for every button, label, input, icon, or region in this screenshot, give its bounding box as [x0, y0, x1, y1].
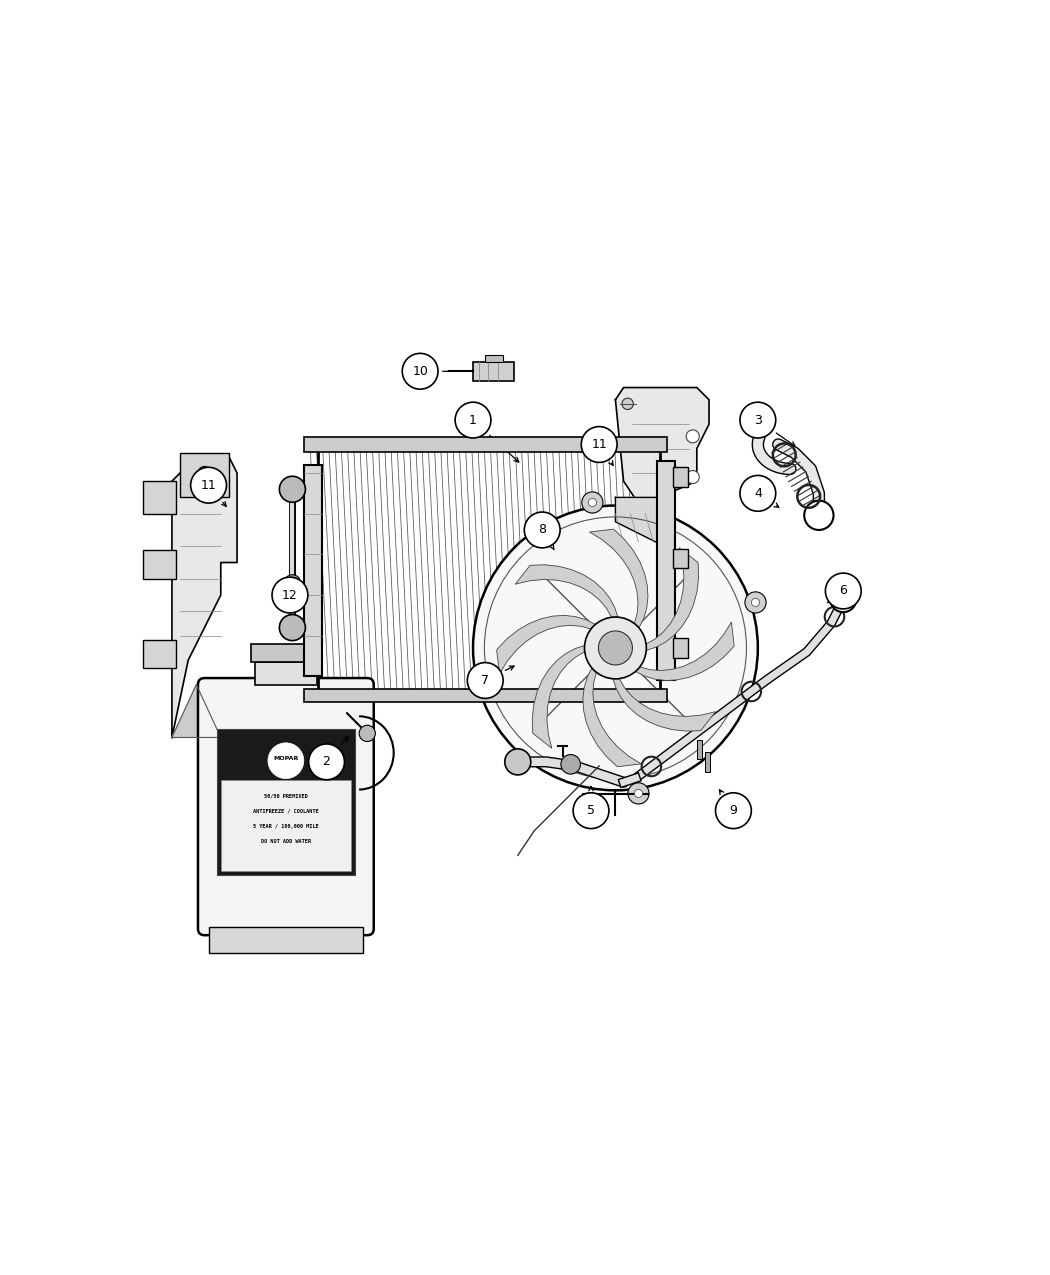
Bar — [144, 640, 176, 668]
Circle shape — [455, 402, 491, 439]
Text: MOPAR: MOPAR — [273, 756, 298, 761]
Text: 1: 1 — [469, 413, 477, 427]
Polygon shape — [589, 529, 648, 627]
Circle shape — [825, 572, 861, 609]
Polygon shape — [516, 565, 617, 617]
Bar — [485, 354, 503, 362]
Bar — [657, 460, 675, 681]
Polygon shape — [583, 668, 642, 766]
Circle shape — [752, 598, 759, 607]
Bar — [673, 548, 688, 569]
Text: 2: 2 — [322, 755, 331, 769]
Circle shape — [309, 745, 344, 780]
Text: 4: 4 — [754, 487, 761, 500]
Circle shape — [467, 663, 503, 699]
Circle shape — [272, 578, 308, 613]
Circle shape — [268, 743, 303, 779]
Polygon shape — [615, 388, 709, 506]
Circle shape — [582, 492, 603, 513]
Bar — [303, 437, 667, 451]
Text: 5: 5 — [587, 805, 595, 817]
Polygon shape — [646, 548, 698, 650]
Circle shape — [191, 468, 227, 504]
Bar — [255, 662, 317, 685]
Bar — [209, 927, 363, 954]
Circle shape — [687, 470, 699, 483]
Text: 7: 7 — [481, 674, 489, 687]
Circle shape — [740, 402, 776, 439]
Bar — [697, 740, 701, 760]
Circle shape — [359, 725, 376, 742]
Circle shape — [402, 353, 438, 389]
Text: 8: 8 — [539, 524, 546, 537]
Circle shape — [598, 631, 632, 666]
Text: 50/50 PREMIXED: 50/50 PREMIXED — [264, 793, 308, 798]
Text: 6: 6 — [839, 584, 847, 598]
Text: 5 YEAR / 100,000 MILE: 5 YEAR / 100,000 MILE — [253, 824, 319, 829]
Circle shape — [628, 783, 649, 805]
Circle shape — [744, 592, 766, 613]
Bar — [303, 465, 321, 677]
Circle shape — [279, 477, 306, 502]
Circle shape — [740, 476, 776, 511]
FancyBboxPatch shape — [198, 678, 374, 935]
Text: 3: 3 — [754, 413, 761, 427]
Polygon shape — [613, 678, 716, 731]
Circle shape — [198, 467, 211, 479]
Circle shape — [582, 427, 617, 463]
Bar — [144, 481, 176, 514]
Circle shape — [715, 793, 752, 829]
Circle shape — [634, 789, 643, 797]
Text: 11: 11 — [591, 439, 607, 451]
Text: ANTIFREEZE / COOLANTE: ANTIFREEZE / COOLANTE — [253, 808, 319, 813]
Bar — [318, 449, 660, 692]
Polygon shape — [172, 685, 220, 737]
Polygon shape — [635, 622, 734, 681]
Bar — [673, 639, 688, 658]
Bar — [303, 690, 667, 703]
Text: 9: 9 — [730, 805, 737, 817]
Text: 12: 12 — [282, 589, 298, 602]
Text: 11: 11 — [201, 478, 216, 492]
Polygon shape — [497, 616, 595, 674]
Bar — [181, 453, 229, 497]
Circle shape — [505, 748, 531, 775]
Bar — [251, 644, 321, 662]
Circle shape — [573, 793, 609, 829]
Circle shape — [831, 586, 857, 612]
Text: DO NOT ADD WATER: DO NOT ADD WATER — [260, 839, 311, 844]
Polygon shape — [172, 456, 237, 737]
Bar — [144, 551, 176, 579]
Polygon shape — [532, 645, 585, 748]
Bar — [220, 780, 351, 871]
Bar — [216, 728, 355, 875]
Circle shape — [804, 501, 834, 530]
Circle shape — [524, 513, 560, 548]
Circle shape — [585, 617, 647, 678]
Bar — [673, 468, 688, 487]
Circle shape — [561, 755, 581, 774]
Circle shape — [687, 430, 699, 442]
Circle shape — [588, 499, 596, 506]
Circle shape — [279, 615, 306, 640]
Bar — [472, 362, 513, 381]
Text: 10: 10 — [413, 365, 428, 377]
Circle shape — [285, 575, 300, 592]
Polygon shape — [615, 497, 665, 546]
Bar — [705, 752, 710, 771]
Circle shape — [472, 506, 758, 790]
Circle shape — [622, 398, 633, 409]
